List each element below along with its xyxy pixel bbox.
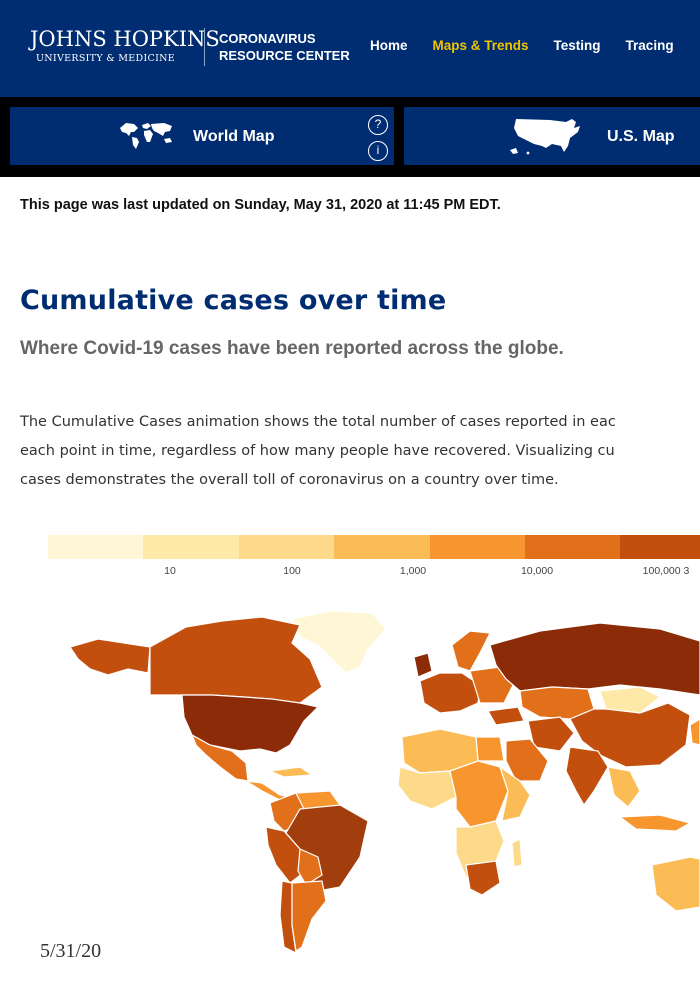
legend-swatch [429,535,525,559]
legend-swatch [524,535,621,559]
region-caribbean [267,766,314,778]
help-icon[interactable]: ? [368,115,388,135]
legend-label: 100 [283,565,301,577]
tab-us-map-label: U.S. Map [607,128,675,145]
tab-world-map[interactable]: World Map ? i [10,107,394,165]
region-canada [149,616,323,704]
crc-line2: RESOURCE CENTER [219,48,350,63]
logo-divider [204,28,205,66]
region-india [565,746,609,807]
region-alaska [69,638,151,676]
region-madagascar [511,838,523,868]
region-southeast-asia [607,766,641,808]
region-south-africa [465,860,501,896]
legend-swatch [620,535,700,559]
description-paragraph: The Cumulative Cases animation shows the… [20,408,700,495]
nav-testing[interactable]: Testing [553,38,601,53]
description-line: The Cumulative Cases animation shows the… [20,414,616,430]
page-title: Cumulative cases over time [20,285,447,316]
choropleth-world-map[interactable] [0,595,700,955]
crc-line1: CORONAVIRUS [219,31,316,46]
region-turkey [487,706,525,726]
page-subtitle: Where Covid-19 cases have been reported … [20,338,564,359]
logo-title: JOHNS HOPKINS [30,27,220,51]
tab-us-map[interactable]: U.S. Map [404,107,700,165]
legend-label: 10 [164,565,176,577]
description-line: cases demonstrates the overall toll of c… [20,472,559,488]
region-indonesia [618,814,692,832]
region-argentina [291,880,327,953]
info-icon[interactable]: i [368,141,388,161]
region-central-africa [449,760,509,828]
jhu-logo[interactable]: JOHNS HOPKINS UNIVERSITY & MEDICINE [30,27,220,64]
region-bolivia [297,848,323,886]
logo-subtitle: UNIVERSITY & MEDICINE [36,53,175,64]
legend-label: 10,000 [520,565,554,577]
region-western-europe [419,672,481,714]
tab-world-map-label: World Map [193,128,275,145]
region-greenland [291,610,387,674]
animation-date: 5/31/20 [40,940,102,962]
legend-swatch [143,535,239,559]
legend-swatch [334,535,430,559]
region-russia [489,622,700,696]
nav-tracing[interactable]: Tracing [625,38,674,53]
color-legend [48,535,700,559]
region-uk [413,652,433,678]
region-japan [689,718,700,746]
us-map-icon [510,119,580,155]
region-east-africa [498,765,531,822]
description-line: each point in time, regardless of how ma… [20,443,615,459]
site-header: JOHNS HOPKINS UNIVERSITY & MEDICINE CORO… [0,0,700,97]
nav-home[interactable]: Home [370,38,408,53]
region-mexico [190,733,249,782]
region-west-africa [397,766,457,810]
main-nav: Home Maps & Trends Testing Tracing [370,38,699,53]
region-egypt [475,736,505,762]
region-australia [651,856,700,912]
region-saudi-arabia [505,738,549,782]
region-mongolia [599,686,662,714]
legend-swatch [238,535,335,559]
legend-label: 1,000 [399,565,427,577]
last-updated-text: This page was last updated on Sunday, Ma… [20,197,501,213]
world-map-icon [120,123,172,149]
crc-logo[interactable]: CORONAVIRUS RESOURCE CENTER [219,30,350,64]
legend-label: 100,000 3 [642,565,690,577]
legend-swatch [48,535,144,559]
nav-maps-trends[interactable]: Maps & Trends [432,38,529,53]
region-scandinavia [451,630,491,672]
region-eastern-europe [469,666,515,704]
